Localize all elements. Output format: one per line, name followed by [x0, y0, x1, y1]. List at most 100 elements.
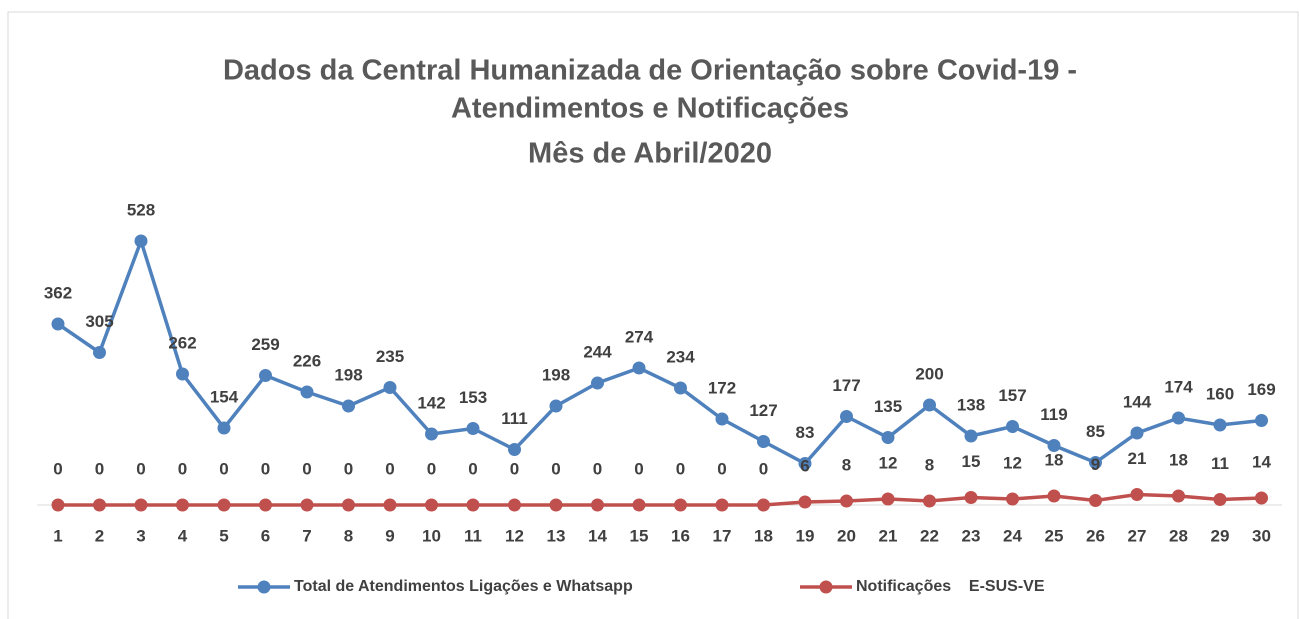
series-line [58, 492, 1262, 507]
data-label: 18 [1045, 450, 1064, 469]
data-label: 0 [717, 459, 726, 478]
data-point [1006, 492, 1019, 506]
data-point [798, 457, 812, 470]
x-tick-label: 25 [1045, 526, 1064, 545]
data-point [1213, 493, 1227, 506]
data-point [259, 369, 272, 382]
x-tick-label: 26 [1086, 526, 1105, 545]
data-point [466, 498, 480, 512]
data-label: 235 [376, 347, 404, 366]
data-point [425, 498, 438, 512]
x-tick-label: 7 [302, 526, 311, 545]
data-point [1255, 414, 1268, 427]
data-label: 127 [749, 401, 777, 420]
data-point [1172, 411, 1185, 425]
data-label: 259 [251, 335, 279, 354]
data-label: 172 [708, 378, 736, 397]
data-label: 198 [334, 365, 362, 384]
data-point [425, 427, 438, 441]
data-point [217, 421, 231, 435]
legend-marker [257, 580, 271, 594]
data-point [1047, 439, 1061, 452]
x-tick-label: 20 [837, 526, 856, 545]
data-point [1130, 426, 1144, 440]
x-tick-label: 9 [385, 526, 394, 545]
data-label: 85 [1086, 422, 1105, 441]
x-tick-label: 30 [1252, 526, 1271, 545]
data-label: 274 [625, 327, 654, 346]
data-point [840, 494, 853, 508]
x-tick-label: 10 [422, 526, 441, 545]
x-tick-label: 11 [464, 526, 482, 545]
data-point [591, 376, 604, 390]
data-point [300, 385, 314, 399]
data-label: 0 [95, 459, 104, 478]
data-point [715, 412, 729, 426]
data-point [1172, 489, 1185, 503]
data-label: 362 [44, 283, 72, 302]
data-label: 0 [468, 459, 477, 478]
data-label: 0 [302, 459, 311, 478]
data-point [1089, 456, 1102, 469]
data-point [549, 498, 563, 512]
data-label: 11 [1211, 454, 1229, 473]
data-label: 135 [874, 397, 902, 416]
data-label: 262 [168, 333, 196, 352]
chart-title: Dados da Central Humanizada de Orientaçã… [223, 55, 1077, 87]
data-label: 174 [1164, 377, 1193, 396]
x-tick-label: 15 [630, 526, 649, 545]
data-label: 154 [210, 387, 239, 406]
data-label: 0 [385, 459, 394, 478]
data-point [93, 346, 106, 359]
x-tick-label: 12 [505, 526, 524, 545]
data-label: 12 [879, 453, 898, 472]
chart-title: Atendimentos e Notificações [451, 93, 849, 125]
x-tick-label: 28 [1169, 526, 1188, 545]
data-label: 0 [759, 459, 768, 478]
data-label: 305 [85, 312, 113, 331]
data-point [342, 399, 355, 413]
x-tick-label: 2 [95, 526, 104, 545]
data-label: 528 [127, 200, 155, 219]
series-line [57, 235, 1262, 466]
data-point [923, 494, 936, 508]
data-label: 200 [915, 364, 943, 383]
data-point [508, 443, 521, 456]
data-label: 6 [800, 456, 809, 475]
data-point [549, 399, 563, 413]
data-label: 0 [427, 459, 436, 478]
data-point [923, 398, 936, 412]
x-tick-label: 3 [136, 526, 145, 545]
data-point [674, 498, 687, 512]
x-tick-label: 23 [962, 526, 981, 545]
data-label: 0 [344, 459, 353, 478]
data-point [715, 498, 729, 512]
data-point [964, 429, 978, 443]
data-point [1006, 420, 1019, 433]
data-point [51, 317, 65, 331]
x-tick-label: 17 [713, 526, 732, 545]
data-point [1089, 494, 1102, 507]
data-label: 142 [417, 393, 445, 412]
data-label: 0 [676, 459, 685, 478]
data-label: 0 [510, 459, 519, 478]
data-label: 177 [832, 376, 860, 395]
data-point [632, 498, 646, 512]
data-point [134, 498, 148, 512]
data-point [1213, 418, 1227, 432]
data-label: 0 [53, 459, 62, 478]
x-tick-label: 18 [754, 526, 773, 545]
data-point [674, 381, 687, 395]
data-point [176, 367, 189, 381]
data-point [1047, 489, 1061, 503]
x-tick-label: 4 [178, 526, 188, 545]
x-tick-label: 19 [796, 526, 815, 545]
data-point [881, 431, 895, 444]
data-label: 0 [634, 459, 643, 478]
data-point [1255, 491, 1268, 505]
data-point [176, 498, 189, 512]
data-point [300, 498, 314, 512]
data-point [591, 498, 604, 512]
data-point [259, 498, 272, 512]
